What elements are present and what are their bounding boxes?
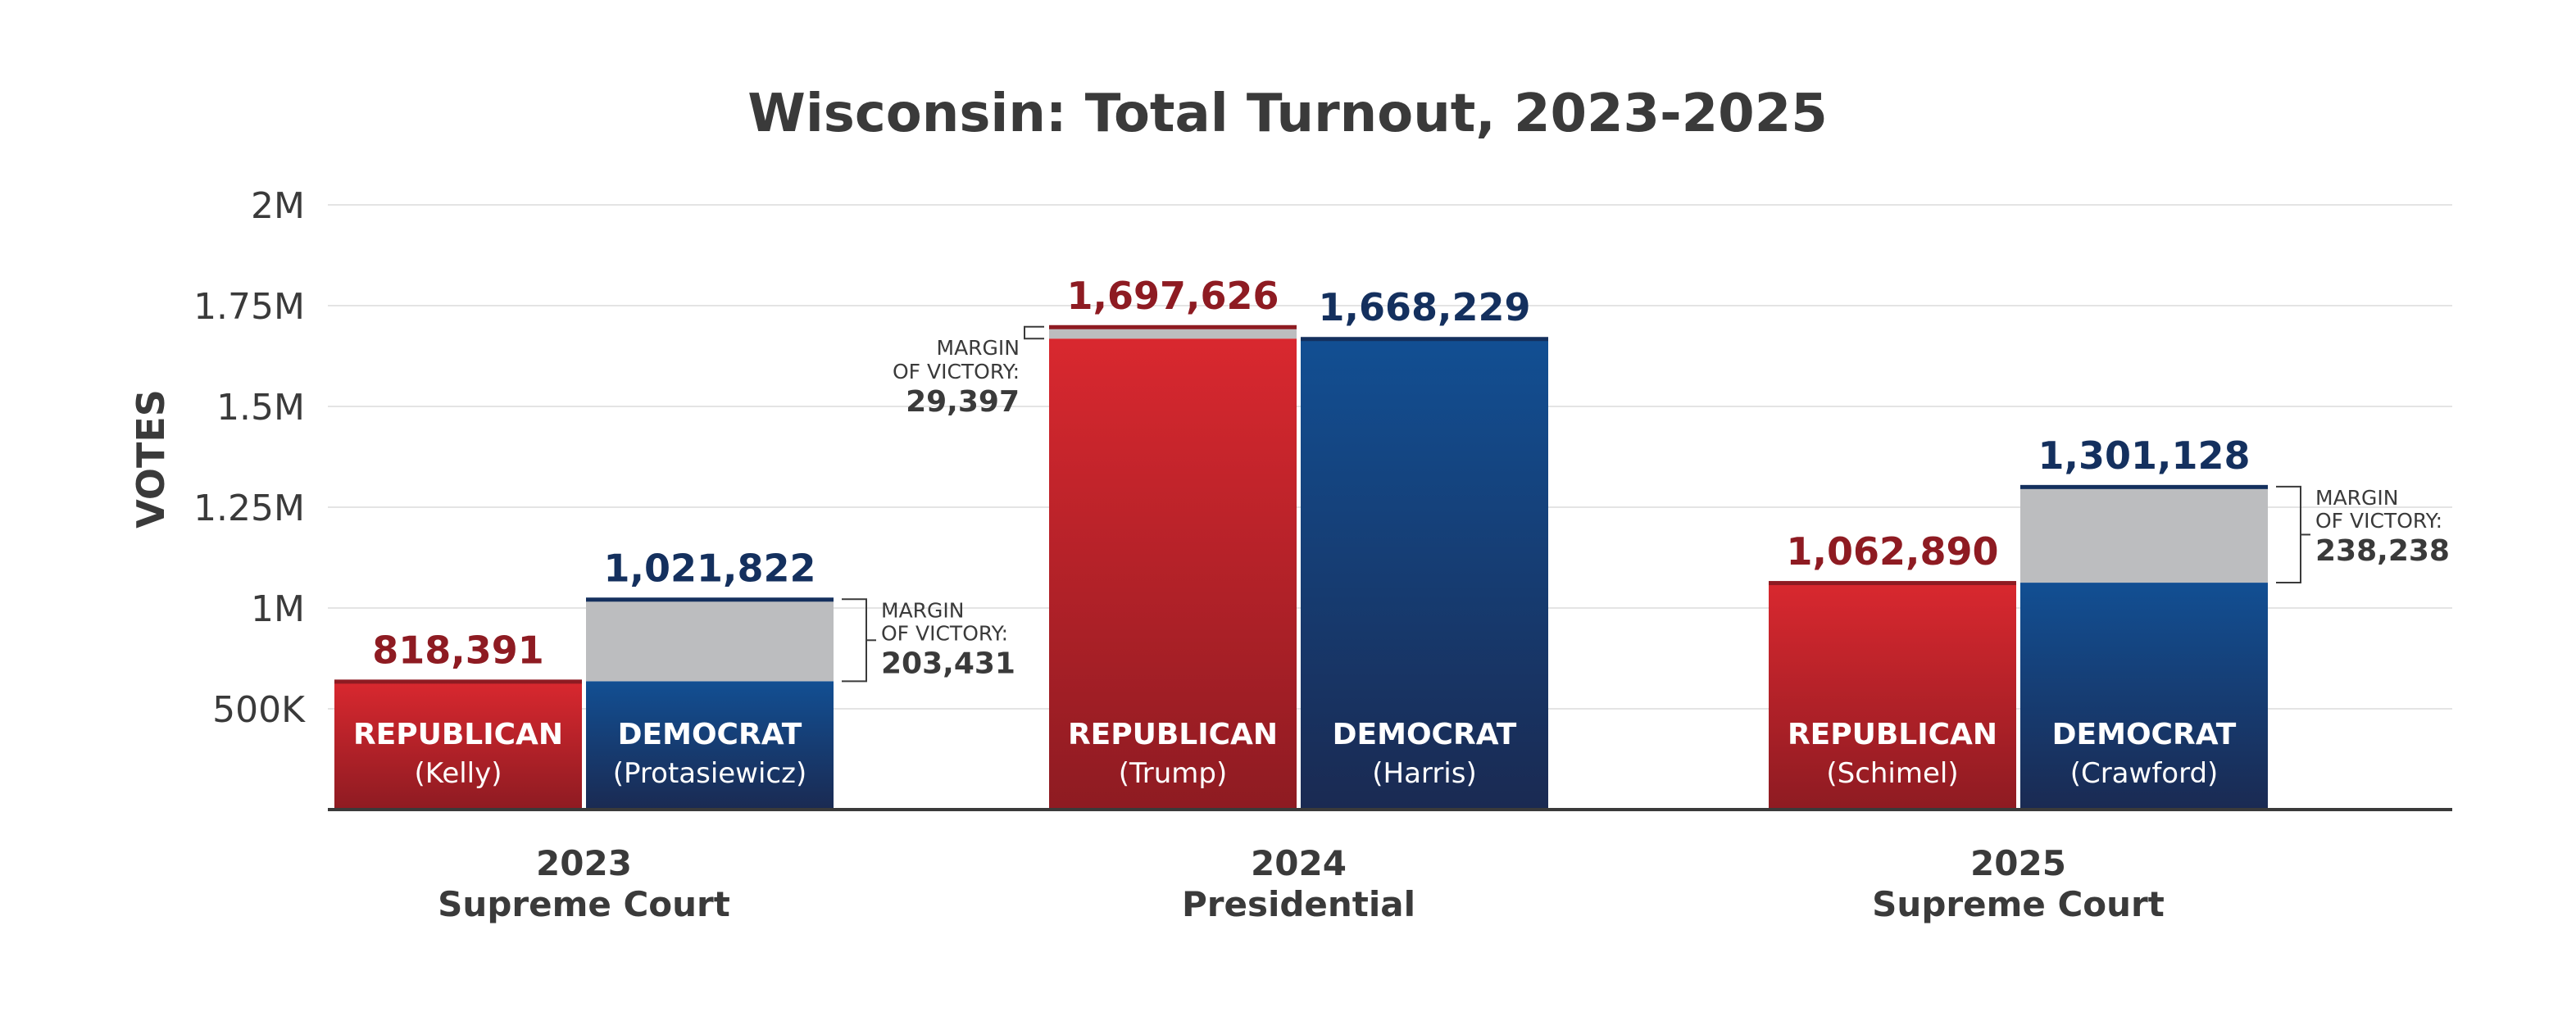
bar-cap [1769,581,2016,586]
candidate-label: (Kelly) [414,757,502,790]
margin-bracket [842,598,867,683]
margin-segment [2020,486,2268,583]
bar-labels: 818,391 REPUBLICAN (Kelly) 1,021,822 DEMOCRA… [353,274,2450,924]
race-label: Supreme Court [438,884,730,924]
bar-republican [1769,583,2016,810]
margin-value: 29,397 [906,385,1020,419]
candidate-label: (Trump) [1119,757,1228,790]
y-tick-label: 500K [212,689,306,731]
bars [334,324,2268,810]
bar-cap [334,679,582,684]
candidate-label: (Schimel) [1826,757,1958,790]
year-label: 2025 [1970,843,2066,883]
y-tick-label: 2M [251,185,305,227]
margin-label: MARGIN [937,336,1020,360]
margin-value: 203,431 [881,647,1015,680]
bar-cap [1049,324,1297,329]
year-label: 2024 [1251,843,1347,883]
margin-label: MARGIN [2315,486,2399,510]
margin-value: 238,238 [2315,534,2450,568]
y-axis-label: VOTES [129,389,173,529]
party-label: DEMOCRAT [1333,718,1517,751]
margin-label: OF VICTORY: [881,621,1008,645]
bar-democrat [2020,583,2268,810]
value-label: 1,668,229 [1319,285,1531,329]
y-tick-label: 1.5M [216,387,305,429]
bar-republican [334,681,582,810]
margin-segment [586,599,834,682]
party-label: DEMOCRAT [618,718,802,751]
year-label: 2023 [536,843,632,883]
bar-cap [586,597,834,602]
chart-title: Wisconsin: Total Turnout, 2023-2025 [747,84,1828,144]
y-tick-label: 1.75M [193,286,305,328]
party-label: DEMOCRAT [2052,718,2237,751]
candidate-label: (Protasiewicz) [613,757,807,790]
y-tick-labels: 500K 1M 1.25M 1.5M 1.75M 2M [193,185,306,731]
candidate-label: (Crawford) [2070,757,2219,790]
y-tick-label: 1.25M [193,488,305,529]
margin-label: OF VICTORY: [2315,509,2442,533]
party-label: REPUBLICAN [353,718,563,751]
party-label: REPUBLICAN [1068,718,1278,751]
bar-cap [2020,484,2268,489]
candidate-label: (Harris) [1372,757,1476,790]
margin-segment [1049,326,1297,339]
margin-label: MARGIN [881,598,965,622]
value-label: 1,697,626 [1067,274,1279,318]
value-label: 1,062,890 [1787,529,1999,574]
margin-bracket [2276,485,2301,584]
value-label: 1,301,128 [2038,433,2251,478]
bar-democrat [1301,338,1548,810]
bar-democrat [586,681,834,810]
y-tick-label: 1M [251,588,305,630]
race-label: Supreme Court [1872,884,2165,924]
margin-label: OF VICTORY: [893,360,1020,383]
value-label: 818,391 [372,628,544,672]
value-label: 1,021,822 [604,546,816,590]
margin-bracket [1024,325,1044,340]
bar-cap [1301,337,1548,342]
party-label: REPUBLICAN [1788,718,1997,751]
race-label: Presidential [1182,884,1415,924]
bar-republican [1049,338,1297,810]
